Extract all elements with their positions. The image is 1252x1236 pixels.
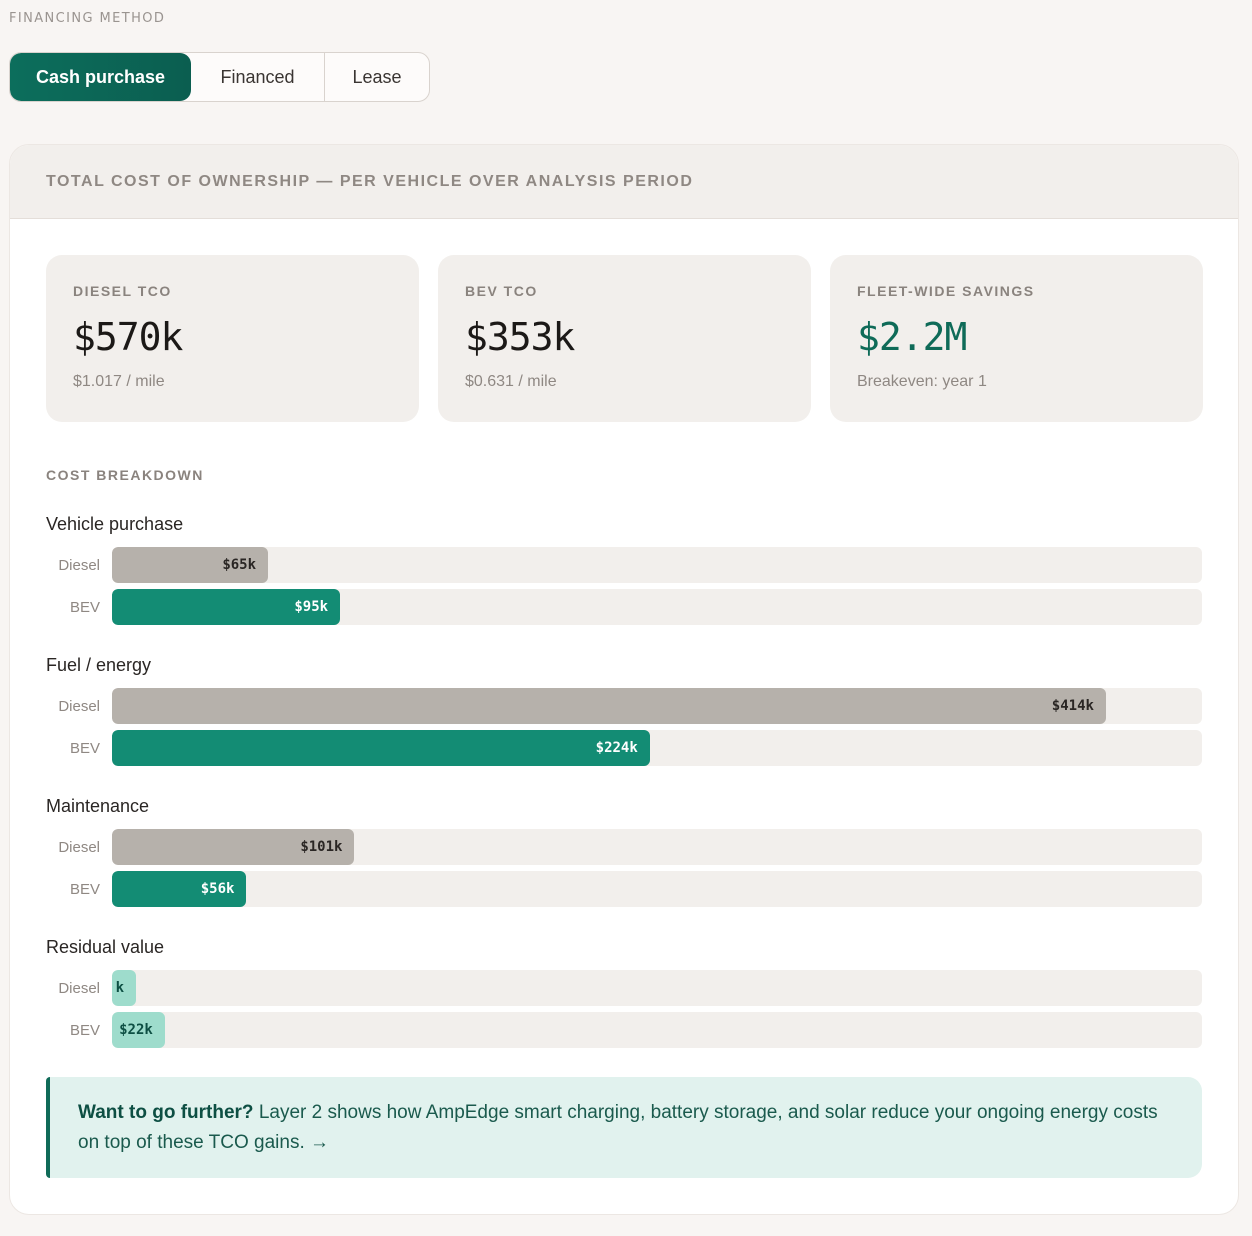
- bar-track: $224k: [112, 730, 1202, 766]
- kpi-label: FLEET-WIDE SAVINGS: [857, 283, 1035, 299]
- breakdown-group-title: Vehicle purchase: [46, 514, 184, 534]
- breakdown-row-label: BEV: [69, 1021, 100, 1039]
- layer2-callout[interactable]: Want to go further? Layer 2 shows how Am…: [46, 1077, 1202, 1178]
- bar-track: $56k: [112, 871, 1202, 907]
- bar-bev: $224k: [112, 730, 650, 766]
- option-financed[interactable]: Financed: [191, 53, 325, 101]
- kpi-row: DIESEL TCO $570k $1.017 / mile BEV TCO $…: [46, 255, 1203, 422]
- kpi-diesel-tco: DIESEL TCO $570k $1.017 / mile: [46, 255, 419, 422]
- breakdown-group: Fuel / energy Diesel $414k BEV $224k: [46, 654, 1202, 795]
- kpi-sub: $0.631 / mile: [465, 373, 557, 390]
- bar-track: $65k: [112, 547, 1202, 583]
- breakdown-group: Residual value Diesel k BEV $22k: [46, 936, 1202, 1077]
- kpi-label: DIESEL TCO: [73, 283, 172, 299]
- bar-diesel: $65k: [112, 547, 269, 583]
- breakdown-row: Diesel $101k: [46, 829, 1202, 865]
- callout-text: Layer 2 shows how AmpEdge smart charging…: [78, 1102, 1158, 1153]
- tco-card-header: TOTAL COST OF OWNERSHIP — PER VEHICLE OV…: [10, 145, 1238, 219]
- bar-residual: k: [112, 970, 136, 1006]
- kpi-sub: Breakeven: year 1: [857, 373, 987, 390]
- kpi-label: BEV TCO: [465, 283, 538, 299]
- breakdown-row-label: Diesel: [58, 556, 100, 574]
- cost-breakdown-groups: Vehicle purchase Diesel $65k BEV $95k Fuel / …: [46, 513, 1202, 1077]
- bar-track: $95k: [112, 589, 1202, 625]
- bar-track: $414k: [112, 688, 1202, 724]
- breakdown-row-label: BEV: [69, 739, 100, 757]
- callout-lead: Want to go further?: [78, 1102, 254, 1123]
- breakdown-row: BEV $56k: [46, 871, 1202, 907]
- financing-method-selector: Cash purchase Financed Lease: [9, 52, 430, 102]
- tco-card-title: TOTAL COST OF OWNERSHIP — PER VEHICLE OV…: [46, 172, 694, 190]
- breakdown-group: Vehicle purchase Diesel $65k BEV $95k: [46, 513, 1202, 654]
- cost-breakdown-label: COST BREAKDOWN: [46, 467, 204, 483]
- breakdown-row: Diesel k: [46, 970, 1202, 1006]
- breakdown-row: Diesel $414k: [46, 688, 1202, 724]
- option-cash-purchase[interactable]: Cash purchase: [10, 53, 191, 101]
- bar-diesel: $414k: [112, 688, 1106, 724]
- breakdown-row: Diesel $65k: [46, 547, 1202, 583]
- bar-bev: $95k: [112, 589, 341, 625]
- kpi-value: $353k: [465, 315, 575, 359]
- kpi-sub: $1.017 / mile: [73, 373, 165, 390]
- bar-diesel: $101k: [112, 829, 355, 865]
- breakdown-group-title: Maintenance: [46, 796, 150, 816]
- breakdown-row: BEV $224k: [46, 730, 1202, 766]
- kpi-fleet-savings: FLEET-WIDE SAVINGS $2.2M Breakeven: year…: [830, 255, 1203, 422]
- breakdown-row: BEV $95k: [46, 589, 1202, 625]
- bar-track: $22k: [112, 1012, 1202, 1048]
- tco-card: TOTAL COST OF OWNERSHIP — PER VEHICLE OV…: [9, 144, 1239, 1215]
- kpi-bev-tco: BEV TCO $353k $0.631 / mile: [438, 255, 811, 422]
- breakdown-row: BEV $22k: [46, 1012, 1202, 1048]
- breakdown-group-title: Residual value: [46, 937, 165, 957]
- breakdown-group: Maintenance Diesel $101k BEV $56k: [46, 795, 1202, 936]
- bar-track: k: [112, 970, 1202, 1006]
- bar-track: $101k: [112, 829, 1202, 865]
- breakdown-group-title: Fuel / energy: [46, 655, 152, 675]
- breakdown-row-label: Diesel: [58, 838, 100, 856]
- financing-method-label: FINANCING METHOD: [9, 11, 166, 26]
- kpi-value: $570k: [73, 315, 183, 359]
- option-lease[interactable]: Lease: [352, 66, 402, 87]
- breakdown-row-label: BEV: [69, 880, 100, 898]
- bar-residual: $22k: [112, 1012, 165, 1048]
- breakdown-row-label: Diesel: [58, 697, 100, 715]
- bar-bev: $56k: [112, 871, 247, 907]
- kpi-value: $2.2M: [857, 315, 967, 359]
- breakdown-row-label: Diesel: [58, 979, 100, 997]
- breakdown-row-label: BEV: [69, 598, 100, 616]
